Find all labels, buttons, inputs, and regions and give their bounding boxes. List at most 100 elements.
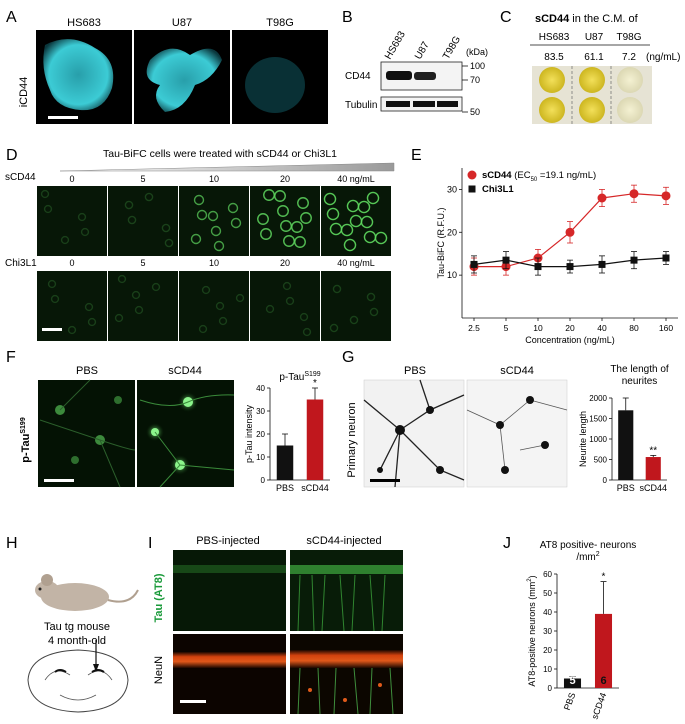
y-tick-label: 30 (256, 407, 265, 416)
y-tick-label: 0 (261, 476, 266, 485)
y-axis-label: AT8-positive neurons (mm2) (527, 575, 537, 686)
f-scale-bar (44, 479, 74, 482)
x-tick-label: sCD44 (301, 483, 329, 493)
y-tick-label: 10 (543, 665, 552, 674)
d-dose-label: 40 ng/mL (337, 174, 375, 184)
legend-marker (468, 185, 476, 193)
f-image-label-scd44: sCD44 (168, 365, 202, 377)
y-tick-label: 500 (594, 456, 608, 465)
h-brain-section-icon (27, 640, 129, 713)
i-row-neun: NeuN (153, 656, 165, 684)
d-dose-label: 40 ng/mL (337, 258, 375, 268)
legend-marker (467, 170, 477, 180)
a-images (36, 30, 328, 124)
panel-label-e: E (411, 147, 422, 164)
d-image-tile (108, 186, 178, 256)
b-row-tubulin: Tubulin (345, 100, 377, 111)
d-dose-label: 10 (209, 258, 219, 268)
data-point (597, 193, 607, 203)
c-unit: (ng/mL) (646, 52, 680, 63)
d-scale-bar (42, 328, 62, 331)
d-dose-label: 5 (140, 174, 145, 184)
significance-marker: * (313, 378, 317, 389)
bar-chart-title: The length of neurites (610, 364, 669, 387)
y-tick-label: 20 (447, 227, 457, 237)
y-axis-label: Neurite length (578, 411, 588, 467)
g-ylabel: Primary neuron (346, 402, 358, 477)
d-dose-label: 5 (140, 258, 145, 268)
e-chart: 10 20 30 2.5 5 10 20 40 80 160 Concentration (ng/m… (436, 168, 678, 345)
b-kda-unit: (kDa) (466, 47, 488, 57)
i-image-scd44-tau (290, 550, 403, 631)
panel-label-b: B (342, 9, 353, 26)
c-value-hs683: 83.5 (544, 52, 564, 63)
i-image-scd44-neun (290, 634, 403, 714)
f-chart: p-TauS199 0 10 20 30 40 p-Tau intensity PBS sCD4… (244, 371, 330, 493)
d-image-tile (179, 271, 249, 341)
g-images (363, 379, 568, 488)
g-image-label-scd44: sCD44 (500, 365, 534, 377)
c-title: sCD44 in the C.M. of (535, 13, 639, 25)
a-label-t98g: T98G (266, 17, 294, 29)
f-image-label-pbs: PBS (76, 365, 98, 377)
x-tick-label: PBS (617, 483, 635, 493)
y-tick-label: 10 (447, 270, 457, 280)
g-image-label-pbs: PBS (404, 365, 426, 377)
d-dose-label: 0 (69, 174, 74, 184)
g-chart: The length of neurites 0 500 1000 1500 2000Neu… (578, 364, 669, 493)
data-point (662, 254, 670, 262)
g-scale-bar (370, 479, 400, 482)
y-tick-label: 40 (543, 608, 552, 617)
y-tick-label: 30 (543, 627, 552, 636)
a-scale-bar (48, 116, 78, 119)
bar (618, 410, 634, 480)
y-tick-label: 50 (543, 589, 552, 598)
x-tick-label: sCD44 (590, 691, 609, 720)
i-row-tau: Tau (AT8) (153, 573, 165, 622)
panel-label-j: J (503, 535, 511, 552)
bar (645, 457, 661, 480)
panel-label-f: F (6, 349, 16, 366)
panel-label-a: A (6, 9, 17, 26)
x-tick-label: PBS (562, 691, 578, 711)
y-tick-label: 0 (548, 684, 553, 693)
f-image-pbs (38, 380, 135, 487)
x-tick-label: 160 (659, 323, 673, 333)
x-tick-label: 20 (565, 323, 575, 333)
bar-chart-title: p-TauS199 (279, 371, 320, 383)
n-label: 5 (569, 675, 575, 687)
panel-label-d: D (6, 147, 18, 164)
b-row-cd44: CD44 (345, 71, 371, 82)
i-image-pbs-tau (173, 550, 286, 631)
d-row-label-scd44: sCD44 (5, 172, 36, 183)
x-axis-label: Concentration (ng/mL) (525, 335, 615, 345)
panel-label-g: G (342, 349, 354, 366)
a-ylabel: iCD44 (18, 77, 30, 108)
legend-label: sCD44 (EC50 =19.1 ng/mL) (482, 170, 596, 183)
y-tick-label: 1000 (589, 435, 607, 444)
d-header: Tau-BiFC cells were treated with sCD44 o… (103, 148, 337, 160)
a-label-hs683: HS683 (67, 17, 101, 29)
c-cell-u87: U87 (585, 32, 604, 43)
f-images (38, 379, 235, 488)
h-mouse-icon (35, 574, 139, 611)
i-col-scd44: sCD44-injected (306, 535, 381, 547)
c-cell-t98g: T98G (616, 32, 641, 43)
significance-marker: * (602, 572, 606, 583)
data-point (598, 260, 606, 268)
c-value-u87: 61.1 (584, 52, 604, 63)
j-chart: AT8 positive- neurons/mm2 0 10 20 30 40 50 60 AT… (527, 540, 636, 721)
y-tick-label: 60 (543, 570, 552, 579)
h-line1: Tau tg mouse (44, 621, 110, 633)
panel-label-h: H (6, 535, 18, 552)
y-tick-label: 20 (543, 646, 552, 655)
d-images (37, 186, 391, 341)
y-tick-label: 40 (256, 384, 265, 393)
x-tick-label: PBS (276, 483, 294, 493)
a-label-u87: U87 (172, 17, 192, 29)
i-col-pbs: PBS-injected (196, 535, 260, 547)
bar (306, 399, 324, 480)
y-axis-label: Tau-BiFC (R.F.U.) (436, 207, 446, 278)
bar (594, 613, 613, 688)
d-image-tile (321, 271, 391, 341)
